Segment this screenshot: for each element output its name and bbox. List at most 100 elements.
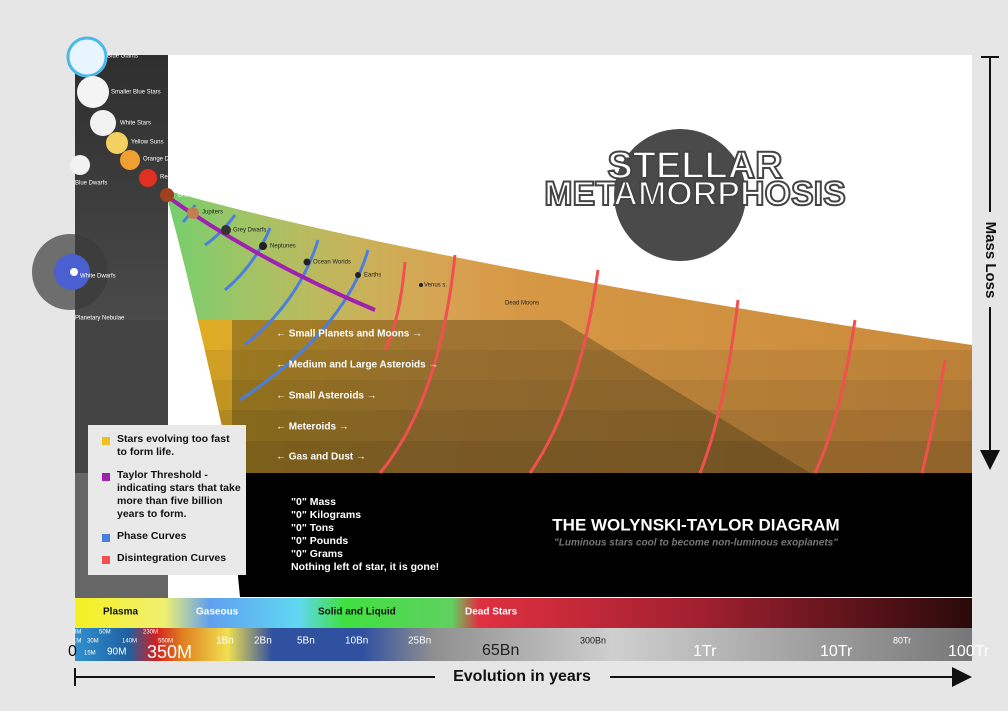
legend-swatch [102, 473, 110, 481]
stage-label: Neptunes [270, 244, 296, 250]
timeline-label: 3M [73, 630, 81, 636]
star [106, 132, 128, 154]
diagram-subtitle: "Luminous stars cool to become non-lumin… [554, 538, 838, 549]
timeline-label: 30M [87, 639, 99, 645]
phase-label: Plasma [103, 607, 138, 618]
timeline-strip [75, 628, 972, 661]
stage-label: Yellow Suns [131, 140, 163, 146]
star [77, 76, 109, 108]
timeline-label: 0 [68, 643, 77, 660]
stage-label: Brown Dwarfs [178, 193, 215, 199]
legend-item: Taylor Threshold - indicating stars that… [117, 469, 241, 520]
disintegration-curves [378, 254, 947, 474]
timeline-label: 10Tr [820, 643, 853, 660]
zero-line: "0" Mass [291, 496, 336, 508]
timeline-label: 65Bn [482, 642, 519, 659]
stage-label: Planetary Nebulae [75, 316, 125, 322]
dark-wedge [232, 320, 810, 473]
stars [32, 36, 423, 310]
band-label: ← Meteroids → [276, 422, 349, 433]
band-shade [165, 410, 972, 441]
disintegration-curve [378, 254, 457, 474]
stage-label: Earths [364, 273, 381, 279]
phase-curves [181, 204, 370, 402]
disintegration-curve [383, 261, 407, 351]
timeline-label: 25Bn [408, 636, 431, 647]
timeline-label: 50M [99, 630, 111, 636]
axis-label-bg [980, 212, 1000, 307]
timeline-label: 5Bn [297, 636, 315, 647]
band-label: ← Small Planets and Moons → [276, 329, 422, 340]
title-line: METAMORPHOSIS [544, 175, 846, 213]
disintegration-curve [528, 269, 600, 474]
star [66, 36, 108, 78]
black-band [232, 473, 972, 597]
zero-line: Nothing left of star, it is gone! [291, 561, 439, 573]
star [90, 110, 116, 136]
stage-label: Red Dwarfs [160, 175, 191, 181]
timeline-label: 10Bn [345, 636, 368, 647]
timeline-label: 300Bn [580, 635, 606, 645]
timeline-label: 1Tr [693, 643, 717, 660]
axis-label: Mass Loss [982, 222, 999, 299]
timeline-label: 2Bn [254, 636, 272, 647]
stage-label: Ocean Worlds [313, 260, 351, 266]
timeline-label: 100Tr [948, 643, 990, 660]
band-label: ← Gas and Dust → [276, 452, 366, 463]
zero-line: "0" Tons [291, 522, 334, 534]
timeline-label: 80Tr [893, 635, 911, 645]
axis-label: Evolution in years [453, 668, 591, 685]
timeline-label: 1M [73, 639, 81, 645]
disintegration-curve [920, 359, 947, 474]
star [160, 188, 174, 202]
phase-curve [224, 227, 272, 292]
phase-strip [75, 598, 972, 628]
timeline-label: 90M [107, 647, 126, 658]
band-label: ← Medium and Large Asteroids → [276, 360, 438, 371]
diagram-title: THE WOLYNSKI-TAYLOR DIAGRAM [552, 515, 839, 534]
stage-label: Dead Moons [505, 301, 539, 307]
timeline-label: 140M [122, 639, 137, 645]
title-line: STELLAR [607, 145, 782, 187]
stage-label: Jupiters [202, 210, 223, 216]
planet [419, 283, 423, 287]
planet [187, 207, 199, 219]
timeline-label: 230M [143, 630, 158, 636]
star [139, 169, 157, 187]
stage-label: Grey Dwarfs [233, 228, 266, 234]
legend-item: Phase Curves [117, 530, 187, 542]
star [120, 150, 140, 170]
legend-item: Stars evolving too fast to form life. [117, 433, 230, 458]
timeline-label: 350M [147, 642, 192, 662]
zero-line: "0" Grams [291, 548, 343, 560]
phase-curve [244, 239, 320, 347]
legend-swatch [102, 556, 110, 564]
zero-line: "0" Pounds [291, 535, 348, 547]
legend-items: Stars evolving too fast to form life. Ta… [117, 433, 242, 565]
timeline-label: 15M [84, 651, 96, 657]
white-dwarf [70, 268, 78, 276]
stage-label: Smaller Blue Stars [111, 90, 161, 96]
stage-label: Blue Dwarfs [75, 181, 107, 187]
planet [303, 258, 311, 266]
zero-line: "0" Kilograms [291, 509, 361, 521]
planet [221, 225, 231, 235]
timeline-label: 1Bn [216, 636, 234, 647]
phase-label: Dead Stars [465, 607, 518, 618]
planet [259, 242, 267, 250]
disintegration-curve [698, 299, 740, 474]
phase-curve [239, 249, 370, 402]
phase-label: Solid and Liquid [318, 607, 396, 618]
title-disc [614, 129, 746, 261]
stage-label: White Dwarfs [80, 274, 116, 280]
axis-label-bg [435, 667, 610, 687]
phase-label: Gaseous [196, 607, 239, 618]
legend [88, 425, 246, 575]
disintegration-curve [813, 319, 857, 474]
stage-label: White Stars [120, 121, 151, 127]
stage-label: Orange Dwarfs [143, 157, 183, 163]
stage-label: Venus s. [424, 283, 447, 289]
